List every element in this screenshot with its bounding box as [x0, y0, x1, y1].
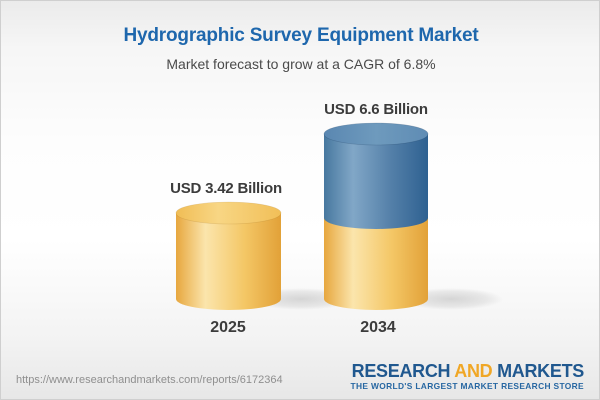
research-and-markets-logo: RESEARCH AND MARKETS THE WORLD'S LARGEST… — [350, 361, 585, 391]
page-title: Hydrographic Survey Equipment Market — [123, 25, 479, 46]
bar-2025-value-label: USD 3.42 Billion — [170, 180, 282, 197]
bar-2025-cylinder — [175, 201, 282, 310]
bar-2034-category-label: 2034 — [360, 319, 396, 336]
bar-2034-value-label: USD 6.6 Billion — [324, 101, 428, 118]
logo-word-and: AND — [450, 361, 498, 381]
logo-word-research: RESEARCH — [351, 361, 451, 381]
logo-tagline: THE WORLD'S LARGEST MARKET RESEARCH STOR… — [350, 381, 584, 391]
bar-2025-category-label: 2025 — [210, 319, 246, 336]
logo-word-markets: MARKETS — [497, 361, 584, 381]
bar-2034-cylinder-growth-segment — [323, 122, 429, 229]
report-url: https://www.researchandmarkets.com/repor… — [16, 374, 283, 386]
bar-2034-cylinder-base-segment — [324, 218, 428, 310]
page-subtitle: Market forecast to grow at a CAGR of 6.8… — [166, 56, 436, 72]
logo-wordmark: RESEARCH AND MARKETS — [351, 361, 585, 381]
